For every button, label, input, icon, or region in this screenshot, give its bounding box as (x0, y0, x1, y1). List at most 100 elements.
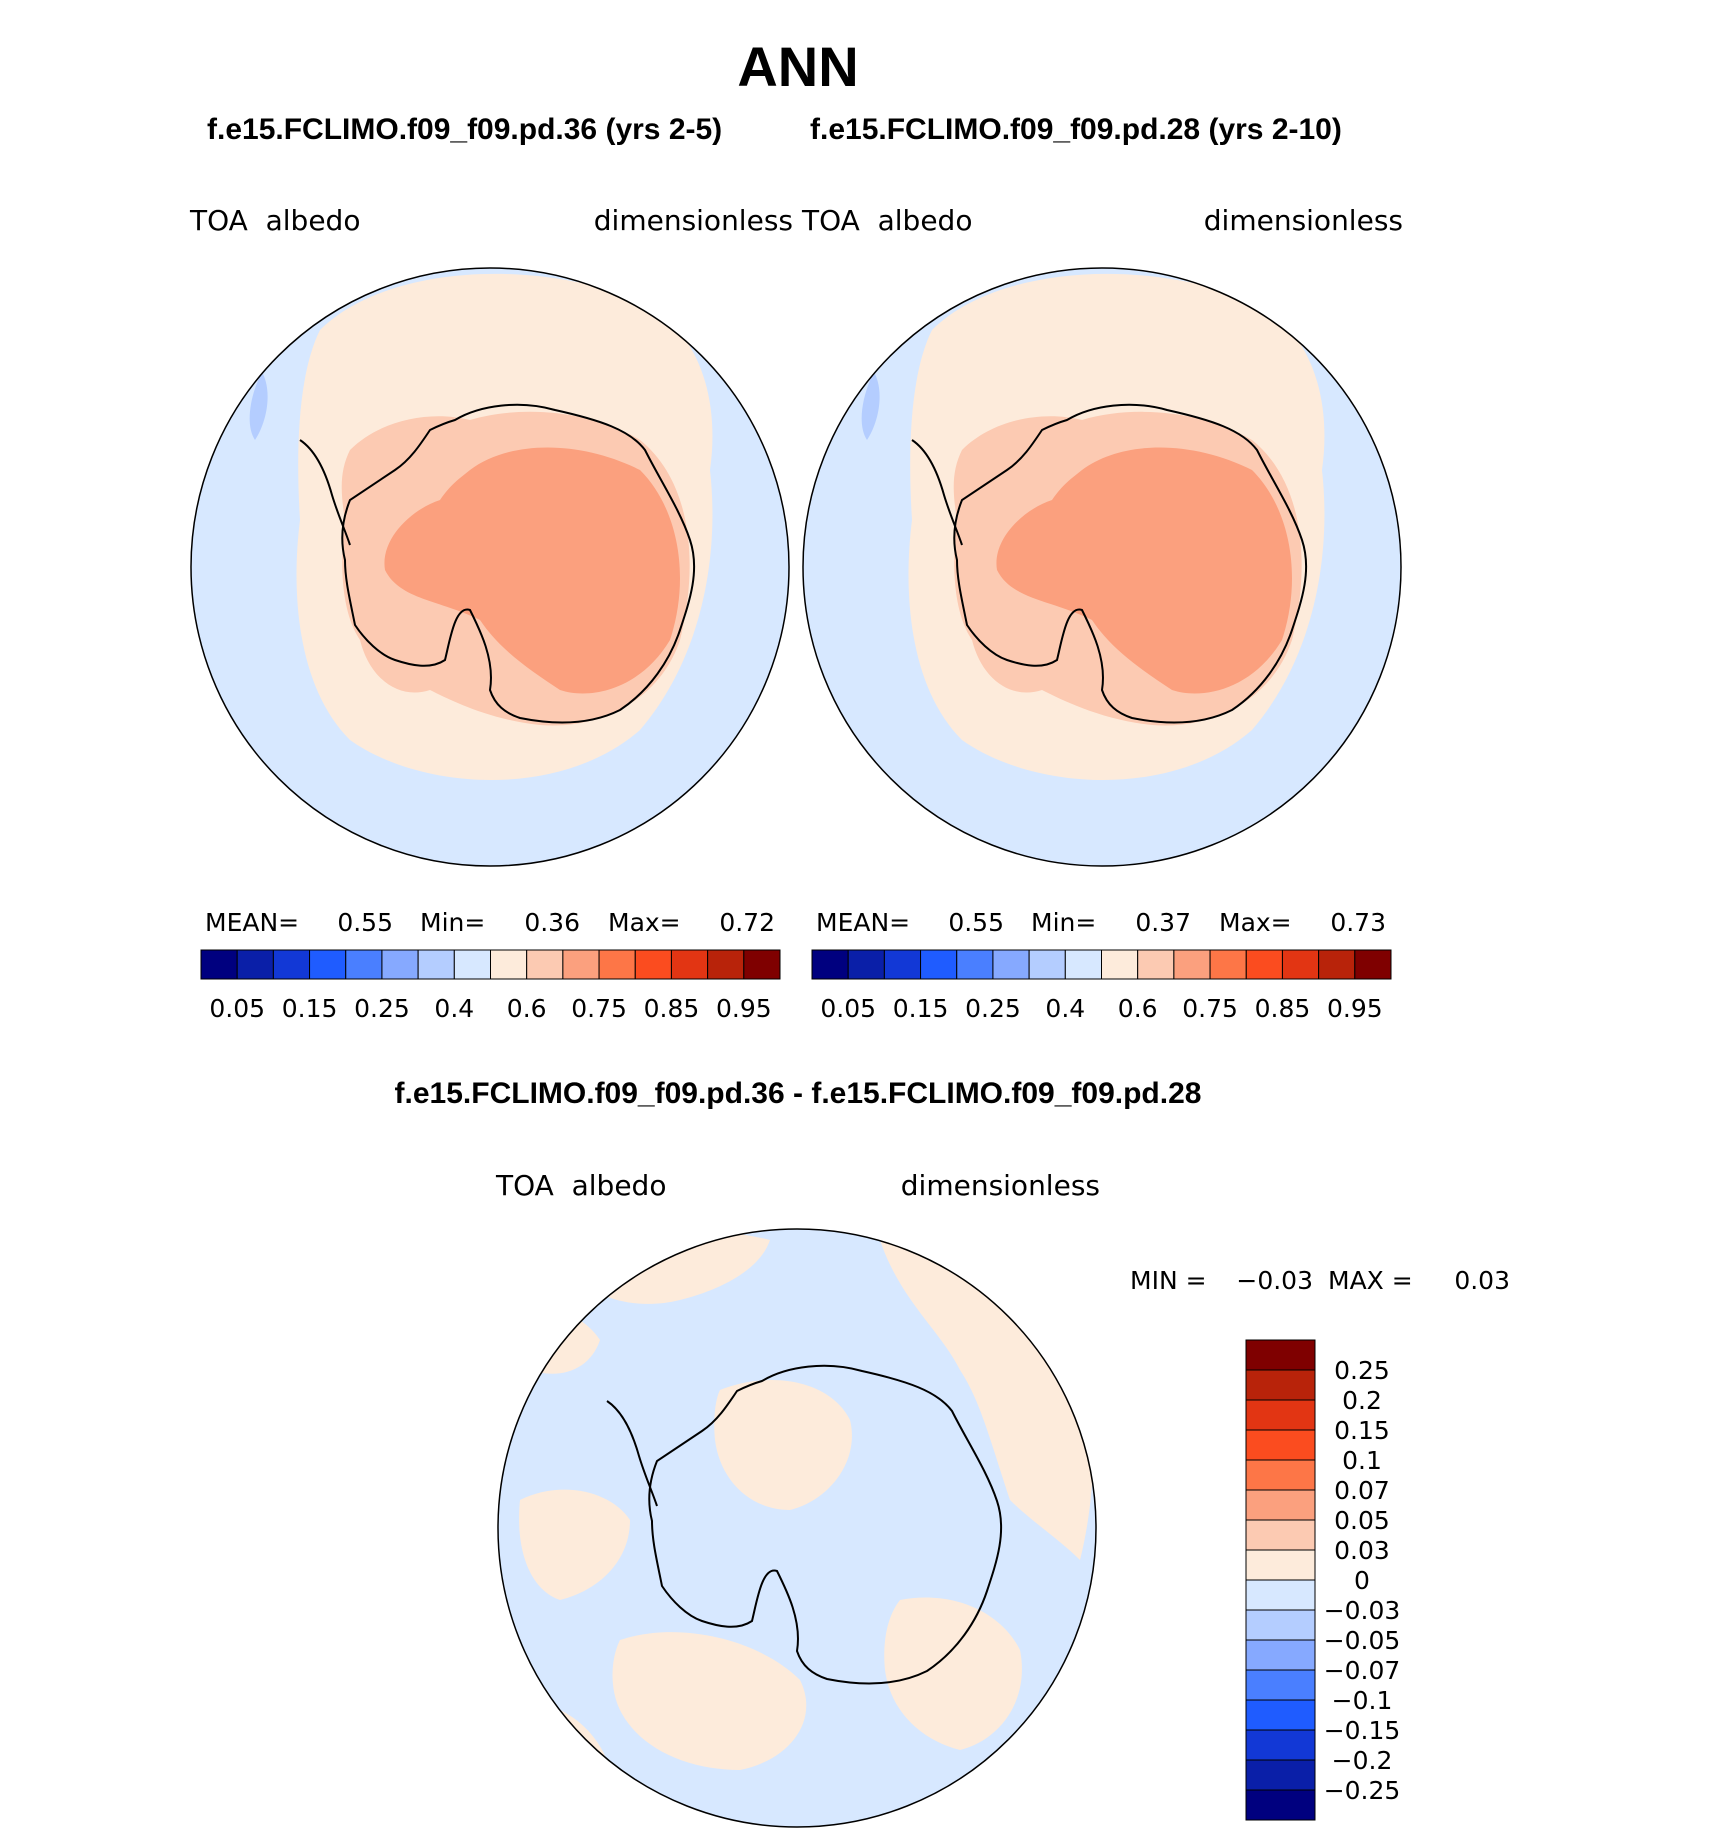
colorbar-diff-swatch (1245, 1399, 1316, 1431)
colorbar-diff-tick-label: 0.05 (1334, 1506, 1390, 1535)
map-panel-diff (497, 1228, 1097, 1828)
colorbar-b-swatch (920, 949, 958, 980)
colorbar-diff-tick-label: −0.03 (1324, 1596, 1401, 1625)
panel-a-mean-value: 0.55 (337, 908, 393, 937)
diff-min-label: MIN = (1130, 1266, 1207, 1295)
diff-variable: TOA albedo (495, 1169, 666, 1202)
colorbar-diff-swatch (1245, 1339, 1316, 1371)
colorbar-a-swatch (562, 949, 600, 980)
diff-stats: MIN = −0.03 MAX = 0.03 (1130, 1266, 1510, 1295)
diff-title: f.e15.FCLIMO.f09_f09.pd.36 - f.e15.FCLIM… (395, 1077, 1202, 1110)
colorbar-diff-tick-label: 0 (1354, 1566, 1370, 1595)
colorbar-panel-a: 0.05 0.15 0.25 0.4 0.6 0.75 0.85 0.95 (200, 949, 781, 1023)
colorbar-a-swatch (634, 949, 672, 980)
diff-peninsula-outline (606, 1400, 658, 1507)
colorbar-b-tick-label: 0.4 (1045, 994, 1085, 1023)
panel-a-max-label: Max= (608, 908, 681, 937)
map-b-antarctica-coastline (953, 403, 1308, 724)
colorbar-diff-swatch (1245, 1549, 1316, 1581)
diff-positive-patch-s (612, 1632, 807, 1770)
map-b-border (802, 267, 1402, 867)
colorbar-diff-tick-label: −0.25 (1324, 1776, 1401, 1805)
colorbar-panel-b: 0.05 0.15 0.25 0.4 0.6 0.75 0.85 0.95 (811, 949, 1392, 1023)
colorbar-diff-swatch (1245, 1669, 1316, 1701)
panel-b-min-value: 0.37 (1135, 908, 1191, 937)
colorbar-b-tick-label: 0.25 (965, 994, 1021, 1023)
colorbar-b-swatch (1137, 949, 1175, 980)
map-b-peninsula-outline (911, 439, 963, 546)
map-panel-a (190, 267, 790, 867)
colorbar-b-tick-label: 0.05 (820, 994, 876, 1023)
map-a-bluepatch (249, 372, 268, 440)
colorbar-diff-tick-label: −0.2 (1332, 1746, 1393, 1775)
colorbar-diff-swatch (1245, 1639, 1316, 1671)
colorbar-b-swatch (1209, 949, 1247, 980)
colorbar-diff-swatch (1245, 1699, 1316, 1731)
colorbar-b-swatch (1064, 949, 1102, 980)
colorbar-diff-swatch (1245, 1369, 1316, 1401)
colorbar-a-swatch (345, 949, 383, 980)
colorbar-diff-tick-label: −0.07 (1324, 1656, 1401, 1685)
colorbar-a-tick-label: 0.15 (282, 994, 338, 1023)
main-title: ANN (737, 35, 858, 98)
colorbar-diff-tick-label: 0.25 (1334, 1356, 1390, 1385)
diff-positive-patch-center (714, 1380, 852, 1510)
colorbar-a-swatch (309, 949, 347, 980)
diff-positive-patch-w (519, 1489, 630, 1600)
colorbar-diff-tick-label: 0.07 (1334, 1476, 1390, 1505)
map-diff-border (497, 1228, 1097, 1828)
colorbar-b-swatch (1281, 949, 1320, 980)
colorbar-diff-swatch (1245, 1789, 1316, 1821)
map-b-bluepatch (861, 372, 880, 440)
colorbar-diff-tick-label: 0.2 (1342, 1386, 1382, 1415)
colorbar-a-swatch (200, 949, 238, 980)
colorbar-a-swatch (670, 949, 709, 980)
colorbar-a-tick-label: 0.4 (434, 994, 474, 1023)
panel-b-mean-label: MEAN= (816, 908, 910, 937)
colorbar-diff-tick-label: 0.03 (1334, 1536, 1390, 1565)
colorbar-diff-swatch (1245, 1729, 1316, 1761)
panel-b-max-label: Max= (1219, 908, 1292, 937)
colorbar-diff: 0.250.20.150.10.070.050.030−0.03−0.05−0.… (1245, 1339, 1401, 1821)
subtitle-left: f.e15.FCLIMO.f09_f09.pd.36 (yrs 2-5) (207, 113, 722, 146)
panel-a-max-value: 0.72 (719, 908, 775, 937)
colorbar-b-swatch (1318, 949, 1356, 980)
colorbar-b-swatch (847, 949, 885, 980)
panel-a-min-value: 0.36 (524, 908, 580, 937)
colorbar-diff-tick-label: 0.1 (1342, 1446, 1382, 1475)
colorbar-diff-swatch (1245, 1759, 1316, 1791)
panel-a-min-label: Min= (420, 908, 485, 937)
colorbar-diff-tick-label: 0.15 (1334, 1416, 1390, 1445)
colorbar-diff-swatch (1245, 1609, 1316, 1641)
map-a-peninsula-outline (299, 439, 351, 546)
colorbar-diff-swatch (1245, 1579, 1316, 1611)
panel-a-mean-label: MEAN= (205, 908, 299, 937)
colorbar-b-swatch (883, 949, 922, 980)
colorbar-a-tick-label: 0.75 (571, 994, 627, 1023)
colorbar-diff-swatch (1245, 1459, 1316, 1491)
colorbar-b-swatch (1354, 949, 1392, 980)
panel-b-stats: MEAN= 0.55 Min= 0.37 Max= 0.73 (816, 908, 1386, 937)
panel-b-max-value: 0.73 (1330, 908, 1386, 937)
colorbar-a-swatch (236, 949, 274, 980)
diff-min-value: −0.03 (1236, 1266, 1313, 1295)
colorbar-b-swatch (1028, 949, 1066, 980)
diff-max-label: MAX = (1328, 1266, 1413, 1295)
colorbar-a-swatch (707, 949, 745, 980)
colorbar-a-swatch (743, 949, 781, 980)
subtitle-right: f.e15.FCLIMO.f09_f09.pd.28 (yrs 2-10) (810, 113, 1342, 146)
colorbar-a-tick-label: 0.05 (209, 994, 265, 1023)
colorbar-a-tick-label: 0.6 (507, 994, 547, 1023)
colorbar-b-tick-label: 0.85 (1255, 994, 1311, 1023)
colorbar-a-swatch (417, 949, 455, 980)
colorbar-diff-swatch (1245, 1519, 1316, 1551)
colorbar-diff-swatch (1245, 1489, 1316, 1521)
colorbar-b-swatch (1101, 949, 1139, 980)
diff-positive-patch-se (884, 1597, 1022, 1750)
colorbar-a-swatch (526, 949, 564, 980)
panel-b-variable: TOA albedo (801, 204, 972, 237)
diff-units: dimensionless (901, 1169, 1100, 1202)
colorbar-b-swatch (1173, 949, 1211, 980)
colorbar-diff-tick-label: −0.05 (1324, 1626, 1401, 1655)
colorbar-a-tick-label: 0.85 (644, 994, 700, 1023)
